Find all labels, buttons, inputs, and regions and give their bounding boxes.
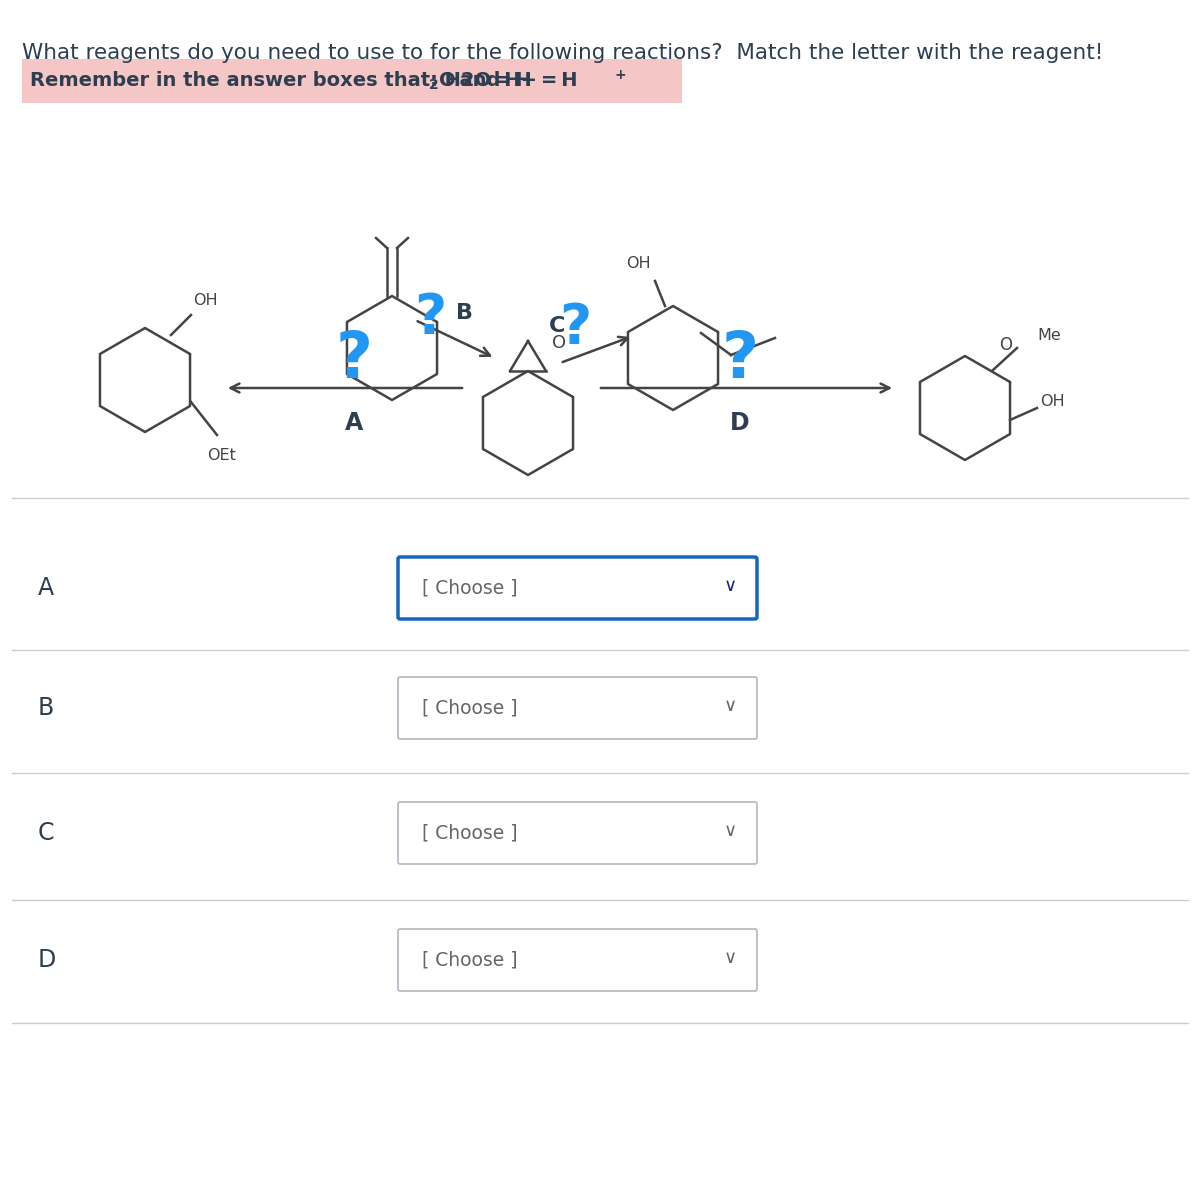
FancyBboxPatch shape — [398, 801, 757, 864]
Text: [ Choose ]: [ Choose ] — [422, 950, 517, 969]
Text: +: + — [614, 68, 625, 81]
Text: O and H+ = H: O and H+ = H — [439, 72, 577, 91]
Text: D: D — [730, 411, 750, 435]
Text: OH: OH — [193, 294, 217, 308]
Text: [ Choose ]: [ Choose ] — [422, 823, 517, 842]
FancyBboxPatch shape — [398, 677, 757, 739]
Text: [ Choose ]: [ Choose ] — [422, 579, 517, 598]
Text: OH: OH — [1040, 394, 1064, 410]
FancyBboxPatch shape — [398, 557, 757, 619]
Text: ?: ? — [336, 329, 372, 391]
Text: OH: OH — [626, 256, 650, 271]
Text: 2: 2 — [430, 78, 439, 92]
Text: B: B — [456, 303, 474, 323]
Text: ∨: ∨ — [724, 949, 737, 967]
Text: ?: ? — [721, 329, 758, 391]
Text: OEt: OEt — [208, 448, 236, 462]
Text: A: A — [344, 411, 364, 435]
Text: O: O — [552, 334, 566, 352]
Text: C: C — [548, 316, 565, 335]
Text: ∨: ∨ — [724, 697, 737, 715]
Text: ?: ? — [559, 301, 592, 355]
Text: [ Choose ]: [ Choose ] — [422, 698, 517, 718]
Text: B: B — [38, 696, 54, 720]
FancyBboxPatch shape — [398, 928, 757, 991]
Text: D: D — [38, 948, 56, 972]
Text: Remember in the answer boxes that: H2O = H: Remember in the answer boxes that: H2O =… — [30, 72, 532, 91]
Text: ?: ? — [414, 291, 446, 345]
Text: A: A — [38, 576, 54, 600]
Text: ∨: ∨ — [724, 822, 737, 840]
FancyBboxPatch shape — [22, 59, 682, 103]
Text: Me: Me — [1037, 328, 1061, 344]
Text: ∨: ∨ — [724, 577, 737, 595]
Text: O: O — [998, 335, 1012, 353]
Text: C: C — [38, 821, 54, 845]
Text: What reagents do you need to use to for the following reactions?  Match the lett: What reagents do you need to use to for … — [22, 43, 1103, 63]
